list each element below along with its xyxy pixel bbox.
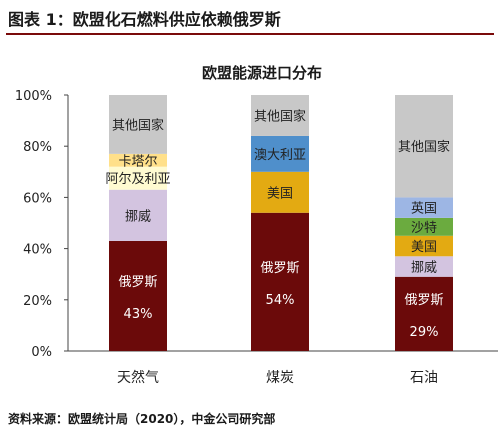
bar-segment-label: 挪威 [411,261,437,276]
bar-segment-label: 29% [410,325,439,340]
y-tick-label: 60% [23,191,52,206]
bar-segment-label: 其他国家 [254,108,306,124]
bar-segment [395,235,453,257]
bar-segment-label: 美国 [267,186,293,201]
bar-segment [109,153,167,167]
y-tick-label: 100% [15,89,52,104]
y-tick-label: 80% [23,140,52,155]
bar-segment-label: 英国 [411,202,437,217]
bar-segment-label: 54% [266,293,295,308]
figure-source: 资料来源：欧盟统计局（2020），中金公司研究部 [8,412,276,426]
bar-segment-label: 43% [124,307,153,322]
bar-segment-label: 其他国家 [398,139,450,155]
y-tick-label: 40% [23,243,52,258]
bar-segment [251,171,309,213]
bar-segment-label: 其他国家 [112,117,164,133]
bar-segment [109,240,167,351]
bar-segment [109,95,167,154]
figure-title: 图表 1：欧盟化石燃料供应依赖俄罗斯 [8,10,281,29]
bar-segment [395,276,453,351]
bar-segment [251,135,309,172]
bar-segment-label: 阿尔及利亚 [105,172,170,187]
x-category-label: 石油 [410,370,438,386]
chart-title: 欧盟能源进口分布 [202,64,322,82]
bar-segment [395,197,453,218]
bar-segment-label: 挪威 [125,209,151,224]
y-tick-label: 20% [23,294,52,309]
title-divider [6,33,494,35]
bar-segment [395,217,453,236]
y-tick-label: 0% [31,345,52,360]
x-category-label: 天然气 [117,369,159,386]
bar-segment [251,95,309,136]
axes: 0% 20% 40% 60% 80% 100% 天然气 煤炭 石油 [15,89,498,386]
bar-segment-label: 俄罗斯 [118,275,157,290]
bar-segment-label: 澳大利亚 [254,147,306,163]
bar-segment [109,189,167,241]
bar-segment-label: 俄罗斯 [404,293,443,308]
bar-segment-label: 美国 [411,240,437,255]
bar-segment [395,256,453,277]
bar-segment [109,166,167,190]
bar-segment-label: 卡塔尔 [118,154,157,169]
bar-segment [395,95,453,198]
bar-segment [251,212,309,351]
bar-segment-label: 俄罗斯 [260,261,299,276]
bar-segment-label: 沙特 [411,221,437,236]
x-category-label: 煤炭 [266,370,294,386]
